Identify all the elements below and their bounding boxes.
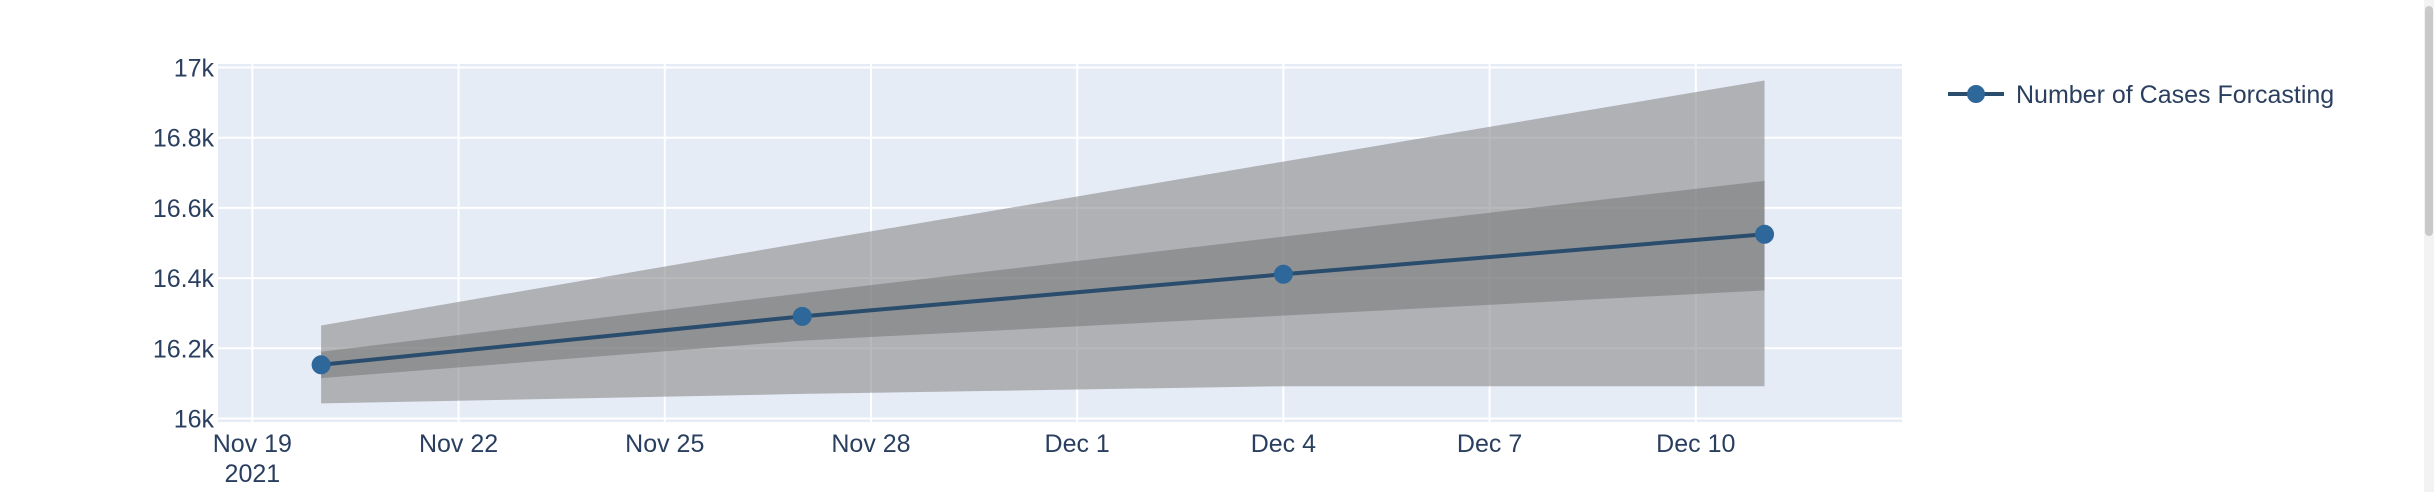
y-tick-label: 16.2k [153,335,215,363]
series-layer [311,224,1775,375]
data-point[interactable] [1273,264,1293,284]
series-line [320,232,1765,367]
x-tick-label: Dec 4 [1251,430,1316,458]
x-tick-year-label: 2021 [225,460,281,488]
y-tick-label: 16.6k [153,195,215,223]
x-tick-label: Dec 10 [1656,430,1735,458]
x-tick-label: Nov 22 [419,430,498,458]
page-scrollbar[interactable] [2424,0,2434,492]
data-point[interactable] [1755,224,1775,244]
legend-label[interactable]: Number of Cases Forcasting [2016,81,2334,109]
data-point[interactable] [792,306,812,326]
y-tick-label: 16.8k [153,125,215,153]
data-point[interactable] [311,355,331,375]
x-tick-label: Nov 28 [831,430,910,458]
scrollbar-thumb[interactable] [2425,6,2433,236]
y-tick-label: 16k [174,405,215,433]
y-tick-label: 16.4k [153,265,215,293]
legend-swatch-marker [1967,85,1985,103]
y-axis: 16k 16.2k 16.4k 16.6k 16.8k 17k [153,55,215,434]
legend[interactable]: Number of Cases Forcasting [1948,81,2334,109]
x-tick-label: Nov 25 [625,430,704,458]
x-tick-label: Nov 19 [213,430,292,458]
x-tick-label: Dec 7 [1457,430,1522,458]
y-tick-label: 17k [174,55,215,83]
x-tick-label: Dec 1 [1045,430,1110,458]
confidence-band-outer [321,80,1765,404]
